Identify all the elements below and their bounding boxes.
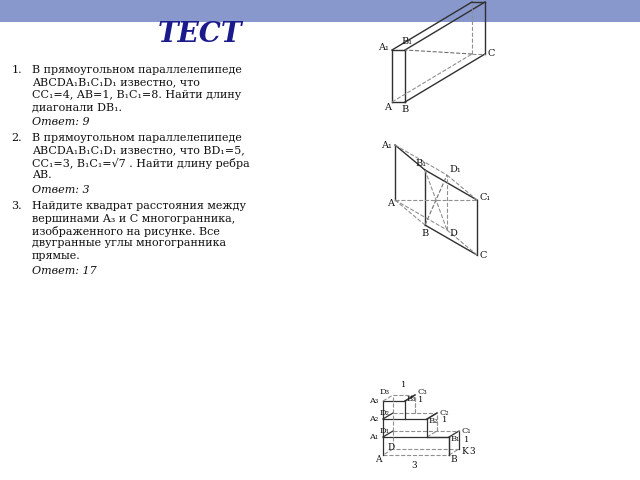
Text: D₂: D₂ [380, 409, 390, 417]
Bar [0, 3, 640, 4]
Text: изображенного на рисунке. Все: изображенного на рисунке. Все [32, 226, 220, 237]
Text: ABCDA₁B₁C₁D₁ известно, что: ABCDA₁B₁C₁D₁ известно, что [32, 77, 200, 87]
Text: B₁: B₁ [415, 159, 426, 168]
Text: B₁: B₁ [401, 37, 412, 47]
Text: 1: 1 [442, 416, 447, 424]
Text: C: C [487, 49, 494, 59]
Text: В прямоугольном параллелепипеде: В прямоугольном параллелепипеде [32, 65, 242, 75]
Text: C₂: C₂ [439, 409, 449, 417]
Bar [0, 19, 640, 20]
Text: D₃: D₃ [380, 388, 390, 396]
Bar [0, 2, 640, 3]
Text: двугранные углы многогранника: двугранные углы многогранника [32, 239, 226, 249]
Text: A₂: A₂ [369, 415, 378, 423]
Text: CC₁=3, B₁C₁=√7 . Найти длину ребра: CC₁=3, B₁C₁=√7 . Найти длину ребра [32, 158, 250, 169]
Text: Найдите квадрат расстояния между: Найдите квадрат расстояния между [32, 201, 246, 211]
Bar [0, 1, 640, 2]
Text: A₃: A₃ [369, 397, 378, 405]
Text: D: D [387, 443, 394, 452]
Text: C: C [479, 251, 486, 260]
Text: B₁: B₁ [451, 435, 460, 443]
Bar [0, 8, 640, 9]
Text: диагонали DB₁.: диагонали DB₁. [32, 103, 122, 112]
Text: A₁: A₁ [369, 433, 378, 441]
Bar [0, 7, 640, 8]
Text: AB.: AB. [32, 170, 52, 180]
Bar [0, 14, 640, 15]
Text: B: B [450, 456, 456, 465]
Text: В прямоугольном параллелепипеде: В прямоугольном параллелепипеде [32, 133, 242, 143]
Text: C₁: C₁ [479, 193, 490, 203]
Bar [0, 16, 640, 17]
Bar [0, 12, 640, 13]
Text: C₃: C₃ [417, 388, 427, 396]
Bar [0, 18, 640, 19]
Text: A₁: A₁ [378, 44, 389, 52]
Text: 1: 1 [464, 436, 469, 444]
Text: 3: 3 [469, 447, 475, 456]
Text: Ответ: 9: Ответ: 9 [32, 117, 90, 127]
Text: Ответ: 17: Ответ: 17 [32, 265, 97, 276]
Text: K: K [461, 447, 468, 456]
Text: 1: 1 [418, 396, 424, 404]
Text: B₃: B₃ [407, 395, 417, 403]
Text: ТЕСТ: ТЕСТ [157, 22, 243, 48]
Text: ABCDA₁B₁C₁D₁ известно, что BD₁=5,: ABCDA₁B₁C₁D₁ известно, что BD₁=5, [32, 145, 244, 156]
Text: A: A [384, 103, 391, 111]
Bar [0, 5, 640, 6]
Text: A₁: A₁ [381, 141, 392, 149]
Text: B: B [421, 228, 428, 238]
Text: A: A [375, 455, 381, 464]
Bar [0, 15, 640, 16]
Bar [0, 4, 640, 5]
Bar [0, 17, 640, 18]
Text: CC₁=4, AB=1, B₁C₁=8. Найти длину: CC₁=4, AB=1, B₁C₁=8. Найти длину [32, 90, 241, 100]
Text: 1: 1 [401, 381, 406, 389]
Text: D: D [449, 229, 457, 239]
Text: 1.: 1. [12, 65, 22, 75]
Text: вершинами A₃ и C многогранника,: вершинами A₃ и C многогранника, [32, 214, 236, 224]
Text: D₁: D₁ [449, 165, 461, 173]
Text: прямые.: прямые. [32, 251, 81, 261]
Text: B₂: B₂ [429, 417, 438, 425]
Bar [0, 13, 640, 14]
Bar [0, 0, 640, 1]
Text: D₁: D₁ [380, 427, 390, 435]
Text: 3.: 3. [12, 201, 22, 211]
Bar [0, 11, 640, 12]
Bar [0, 9, 640, 10]
Text: B: B [401, 105, 408, 113]
Text: A: A [387, 200, 394, 208]
Text: 2.: 2. [12, 133, 22, 143]
Text: Ответ: 3: Ответ: 3 [32, 185, 90, 195]
Bar [0, 6, 640, 7]
Text: 3: 3 [411, 461, 417, 470]
Bar [0, 0, 640, 22]
Text: C₁: C₁ [461, 427, 470, 435]
Bar [0, 10, 640, 11]
